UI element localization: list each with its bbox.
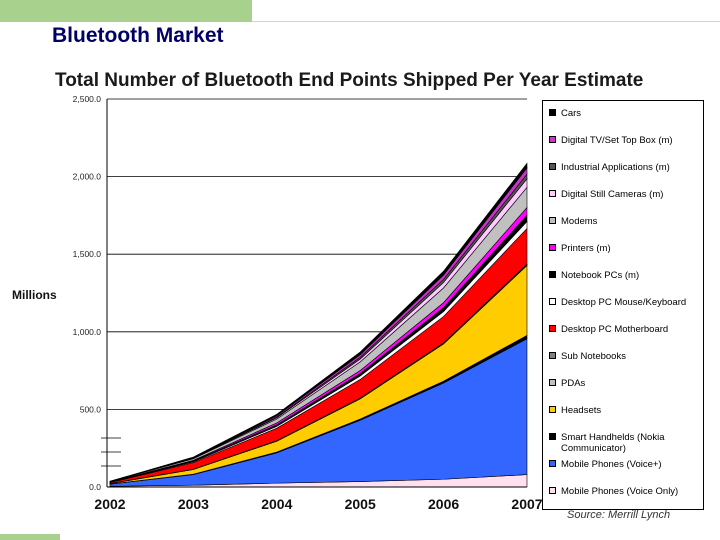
chart-title: Total Number of Bluetooth End Points Shi…	[55, 70, 644, 91]
y-tick-label: 2,500.0	[73, 94, 102, 104]
legend-label: Printers (m)	[561, 243, 611, 254]
legend-swatch	[549, 487, 556, 494]
legend-label: Digital Still Cameras (m)	[561, 189, 664, 200]
y-tick-label: 1,500.0	[73, 249, 102, 259]
legend-swatch	[549, 136, 556, 143]
legend-swatch	[549, 109, 556, 116]
legend-label: Notebook PCs (m)	[561, 270, 640, 281]
legend-label: Mobile Phones (Voice Only)	[561, 486, 679, 497]
legend-swatch	[549, 163, 556, 170]
legend-swatch	[549, 352, 556, 359]
legend-label: Cars	[561, 108, 582, 119]
legend-label: Mobile Phones (Voice+)	[561, 459, 662, 470]
chart-legend: Cars Digital TV/Set Top Box (m) Industrial…	[542, 100, 704, 510]
legend-label: Modems	[561, 216, 598, 227]
x-tick-label: 2003	[178, 496, 209, 512]
x-tick-label: 2004	[261, 496, 292, 512]
header-accent-line	[252, 21, 720, 22]
legend-swatch	[549, 325, 556, 332]
footer-accent-bar	[0, 534, 60, 540]
legend-swatch	[549, 217, 556, 224]
legend-label: Headsets	[561, 405, 602, 416]
legend-label: Smart Handhelds (Nokia Communicator)	[561, 432, 665, 454]
area-series-cars	[109, 162, 528, 482]
legend-swatch	[549, 406, 556, 413]
x-tick-label: 2005	[345, 496, 376, 512]
y-unit-label: Millions	[12, 288, 57, 302]
legend-swatch	[549, 379, 556, 386]
legend-swatch	[549, 433, 556, 440]
y-tick-label: 1,000.0	[73, 327, 102, 337]
legend-swatch	[549, 460, 556, 467]
x-tick-label: 2002	[94, 496, 125, 512]
y-tick-label: 2,000.0	[73, 172, 102, 182]
x-tick-label: 2007	[511, 496, 542, 512]
legend-swatch	[549, 190, 556, 197]
legend-label: Sub Notebooks	[561, 351, 626, 362]
legend-label: Desktop PC Mouse/Keyboard	[561, 297, 687, 308]
legend-swatch	[549, 298, 556, 305]
legend-label: Digital TV/Set Top Box (m)	[561, 135, 673, 146]
y-tick-label: 0.0	[89, 482, 101, 492]
legend-label: Desktop PC Motherboard	[561, 324, 669, 335]
x-tick-label: 2006	[428, 496, 459, 512]
slide-title: Bluetooth Market	[52, 24, 224, 47]
legend-label: Industrial Applications (m)	[561, 162, 670, 173]
header-accent-bar	[0, 0, 252, 22]
legend-swatch	[549, 271, 556, 278]
legend-swatch	[549, 244, 556, 251]
y-tick-label: 500.0	[80, 404, 102, 414]
source-note: Source: Merrill Lynch	[567, 509, 671, 521]
legend-label: PDAs	[561, 378, 586, 389]
